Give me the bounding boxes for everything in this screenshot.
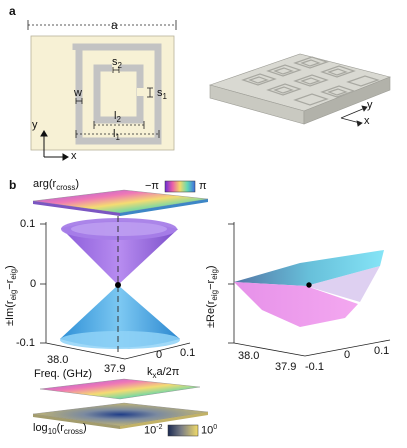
right-k-tick-1: -0.1 <box>305 361 324 373</box>
left-plot-axes <box>40 222 191 360</box>
panel-a-label: a <box>9 4 16 18</box>
exceptional-point <box>115 282 121 288</box>
w-label: w <box>74 87 82 99</box>
lower-cone <box>60 285 180 349</box>
unit-cell-dimension-marks <box>75 67 160 138</box>
k-tick-0: 0 <box>156 349 163 361</box>
left-z-tick-bottom: -0.1 <box>16 337 35 349</box>
unit-cell <box>30 35 175 151</box>
freq-axis-label: Freq. (GHz) <box>34 368 93 380</box>
metasurface-slab <box>208 53 391 127</box>
s2-label: s2 <box>112 56 122 71</box>
left-z-tick-mid: 0 <box>30 278 37 290</box>
slab-y-axis-label: y <box>367 99 373 111</box>
left-z-tick-top: 0.1 <box>20 218 36 230</box>
k-tick-1: 0.1 <box>180 347 196 359</box>
phase-min-label: −π <box>145 180 160 192</box>
log-plate-edge-right <box>120 412 208 429</box>
right-freq-tick-2: 37.9 <box>275 361 297 373</box>
phase-plate <box>32 189 209 214</box>
freq-tick-1: 38.0 <box>47 354 69 366</box>
re-surfaces <box>234 250 384 327</box>
k-axis-label: kxa/2π <box>147 366 180 381</box>
right-freq-tick-1: 38.0 <box>238 350 260 362</box>
log-plate-edge <box>33 414 120 429</box>
s1-label: s1 <box>157 87 167 102</box>
phase-plate-edge <box>33 201 120 216</box>
log-colorbar <box>167 424 199 437</box>
phase-colorbar <box>164 180 196 193</box>
phase-max-label: π <box>199 180 207 192</box>
right-k-tick-3: 0.1 <box>374 345 390 357</box>
log-max-label: 100 <box>201 424 218 437</box>
unit-cell-axes <box>40 130 69 161</box>
phase-title: arg(rcross) <box>33 178 80 193</box>
re-axis-label: ±Re(reig−reig) <box>205 265 220 328</box>
l2-label: l2 <box>114 110 121 125</box>
right-plot-axes <box>228 222 391 357</box>
log-title: log10(rcross) <box>33 422 87 437</box>
log-min-label: 10-2 <box>144 424 163 437</box>
period-dimension-line <box>27 20 177 30</box>
upper-cone <box>61 218 178 285</box>
unit-cell-y-axis-label: y <box>32 119 38 131</box>
period-label: a <box>111 18 118 32</box>
right-k-tick-2: 0 <box>344 349 351 361</box>
panel-b-label: b <box>9 178 17 192</box>
im-axis-label: ±Im(reig−reig) <box>4 265 19 326</box>
freq-tick-2: 37.9 <box>104 363 126 375</box>
l1-label: l1 <box>113 128 120 143</box>
phase-plate-bottom <box>39 378 201 400</box>
slab-x-axis-label: x <box>364 115 370 127</box>
unit-cell-x-axis-label: x <box>71 150 77 162</box>
phase-plate-edge-right <box>120 199 208 216</box>
